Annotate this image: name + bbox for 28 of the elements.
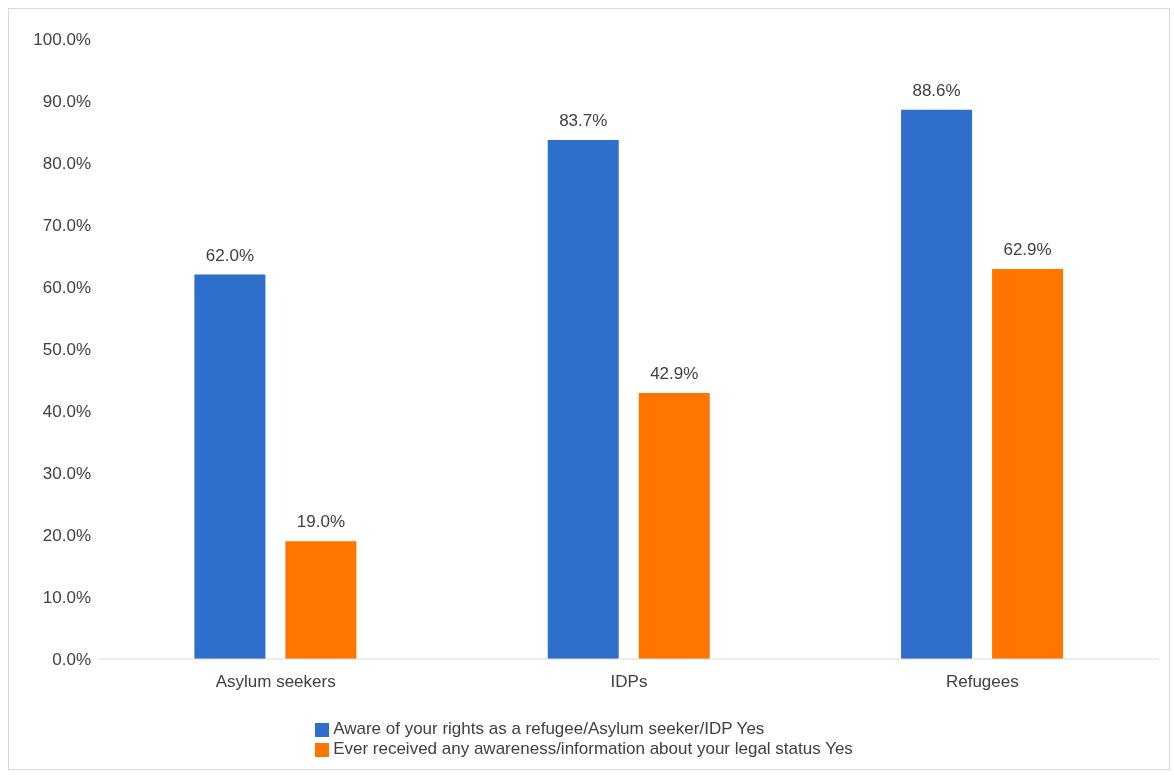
- bar: [285, 541, 357, 659]
- y-tick-label: 100.0%: [33, 30, 91, 50]
- bar: [194, 274, 266, 659]
- data-label: 83.7%: [559, 111, 608, 131]
- bar: [547, 140, 619, 659]
- y-tick-label: 90.0%: [42, 92, 91, 112]
- y-tick-label: 30.0%: [42, 464, 91, 484]
- legend-label: Aware of your rights as a refugee/Asylum seeker/IDP Yes: [333, 719, 765, 738]
- x-tick-label: IDPs: [610, 672, 648, 692]
- y-tick-label: 60.0%: [42, 278, 91, 298]
- y-tick-label: 20.0%: [42, 526, 91, 546]
- bar: [901, 109, 973, 659]
- data-label: 62.0%: [205, 245, 254, 265]
- y-tick-label: 40.0%: [42, 402, 91, 422]
- legend-label: Ever received any awareness/information about your legal status Yes: [333, 739, 853, 758]
- data-label: 19.0%: [296, 512, 345, 532]
- x-tick-label: Asylum seekers: [215, 672, 336, 692]
- y-tick-label: 10.0%: [42, 588, 91, 608]
- y-tick-label: 70.0%: [42, 216, 91, 236]
- y-tick-label: 80.0%: [42, 154, 91, 174]
- bar: [638, 393, 710, 659]
- x-tick-label: Refugees: [945, 672, 1019, 692]
- data-label: 42.9%: [650, 364, 699, 384]
- y-tick-label: 50.0%: [42, 340, 91, 360]
- bar: [992, 269, 1064, 659]
- data-label: 62.9%: [1003, 240, 1052, 260]
- data-label: 88.6%: [912, 80, 961, 100]
- y-tick-label: 0.0%: [52, 650, 91, 670]
